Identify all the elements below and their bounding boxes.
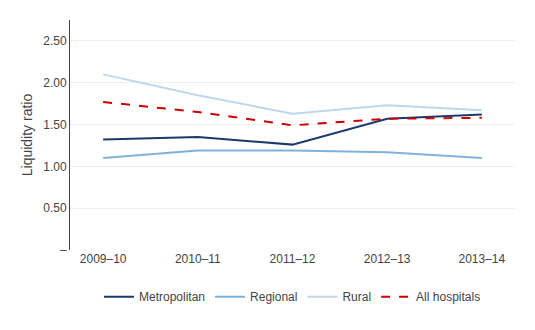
svg-text:2.50: 2.50 <box>43 34 67 48</box>
svg-text:2013–14: 2013–14 <box>459 252 506 266</box>
svg-text:–: – <box>60 243 67 257</box>
svg-text:2009–10: 2009–10 <box>80 252 127 266</box>
svg-text:2010–11: 2010–11 <box>175 252 221 266</box>
svg-text:All hospitals: All hospitals <box>416 290 480 304</box>
svg-text:2012–13: 2012–13 <box>364 252 411 266</box>
svg-text:2.00: 2.00 <box>43 76 67 90</box>
svg-text:2011–12: 2011–12 <box>270 252 316 266</box>
svg-text:1.50: 1.50 <box>43 118 67 132</box>
svg-text:Rural: Rural <box>342 290 371 304</box>
svg-text:Regional: Regional <box>250 290 297 304</box>
svg-text:0.50: 0.50 <box>43 201 67 215</box>
svg-text:Metropolitan: Metropolitan <box>139 290 205 304</box>
svg-text:1.00: 1.00 <box>43 160 67 174</box>
svg-text:Liquidity ratio: Liquidity ratio <box>19 94 35 177</box>
